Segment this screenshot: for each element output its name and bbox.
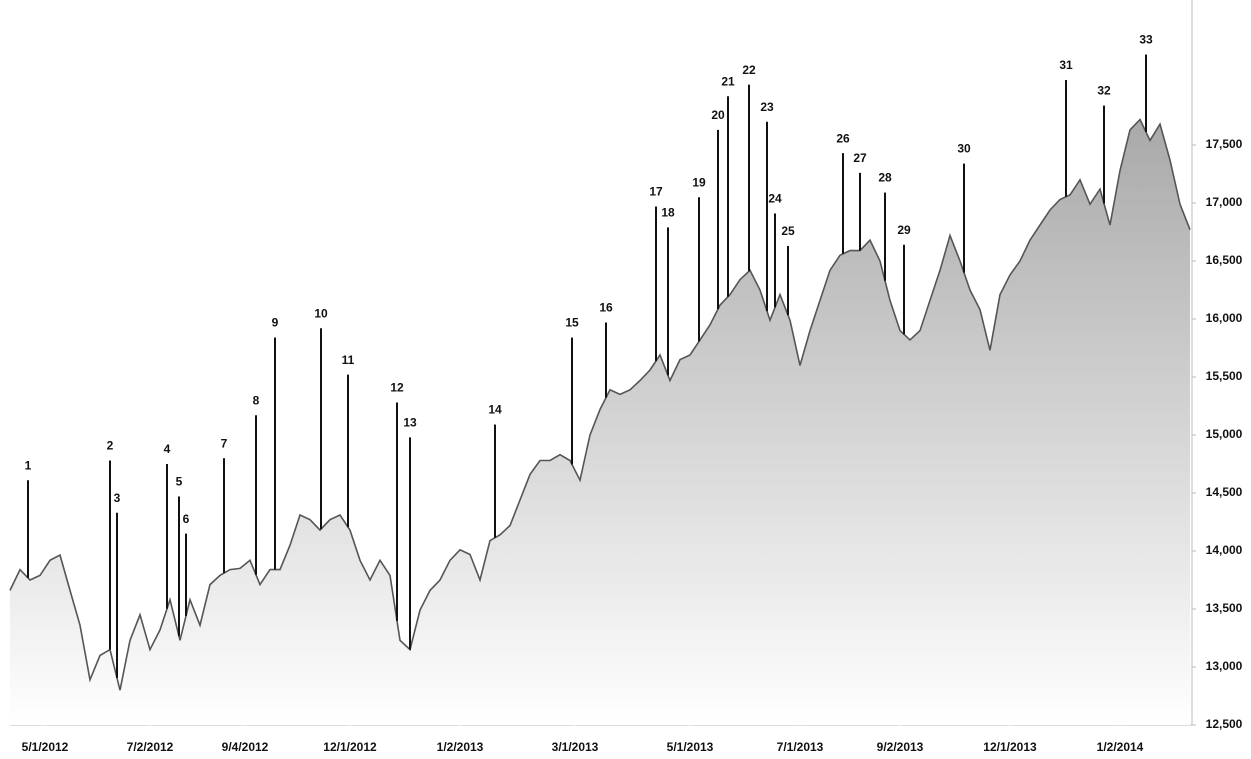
x-tick-label: 3/1/2013	[552, 740, 599, 754]
annotation-label: 28	[878, 171, 892, 185]
annotation-label: 26	[836, 131, 850, 145]
y-tick-label: 15,000	[1206, 427, 1243, 441]
area	[10, 119, 1190, 725]
y-tick-label: 14,500	[1206, 485, 1243, 499]
annotation-label: 10	[314, 306, 328, 320]
annotation-label: 25	[781, 224, 795, 238]
x-tick-label: 9/2/2013	[877, 740, 924, 754]
annotation-label: 17	[649, 185, 663, 199]
annotation-label: 9	[272, 316, 279, 330]
x-tick-label: 1/2/2013	[437, 740, 484, 754]
annotation-label: 13	[403, 415, 417, 429]
annotation-label: 31	[1059, 58, 1073, 72]
x-tick-label: 5/1/2012	[22, 740, 69, 754]
x-tick-label: 5/1/2013	[667, 740, 714, 754]
annotation-label: 33	[1139, 33, 1153, 47]
annotation-label: 23	[760, 100, 774, 114]
annotation-label: 22	[742, 63, 756, 77]
annotation-label: 11	[342, 353, 355, 367]
y-tick-label: 12,500	[1206, 717, 1243, 731]
annotation-label: 16	[599, 301, 613, 315]
y-tick-label: 13,500	[1206, 601, 1243, 615]
line	[9, 118, 1191, 691]
x-tick-label: 12/1/2013	[983, 740, 1037, 754]
annotation-label: 1	[25, 458, 32, 472]
annotation-label: 27	[853, 151, 867, 165]
y-tick-label: 15,500	[1206, 369, 1243, 383]
annotation-label: 30	[957, 142, 971, 156]
x-tick-label: 9/4/2012	[222, 740, 269, 754]
annotation-label: 7	[221, 436, 228, 450]
x-tick-label: 7/1/2013	[777, 740, 824, 754]
x-tick-label: 12/1/2012	[323, 740, 377, 754]
annotation-label: 32	[1097, 84, 1111, 98]
x-tick-label: 1/2/2014	[1097, 740, 1144, 754]
y-tick-label: 17,000	[1206, 195, 1243, 209]
annotation-label: 5	[176, 475, 183, 489]
annotation-label: 8	[253, 393, 260, 407]
y-tick-label: 16,500	[1206, 253, 1243, 267]
y-tick-label: 16,000	[1206, 311, 1243, 325]
annotation-label: 12	[390, 381, 404, 395]
x-tick-label: 7/2/2012	[127, 740, 174, 754]
annotation-label: 3	[114, 491, 121, 505]
annotation-label: 29	[897, 223, 911, 237]
annotation-label: 21	[721, 74, 735, 88]
annotation-label: 19	[692, 175, 706, 189]
y-tick-label: 13,000	[1206, 659, 1243, 673]
annotation-label: 15	[565, 316, 579, 330]
annotation-label: 18	[661, 206, 675, 220]
annotation-label: 14	[488, 403, 502, 417]
y-tick-label: 17,500	[1206, 137, 1243, 151]
annotation-label: 4	[164, 442, 171, 456]
annotation-label: 20	[711, 108, 725, 122]
annotation-label: 24	[768, 192, 782, 206]
annotation-label: 6	[183, 512, 190, 526]
annotation-label: 2	[107, 439, 114, 453]
y-tick-label: 14,000	[1206, 543, 1243, 557]
